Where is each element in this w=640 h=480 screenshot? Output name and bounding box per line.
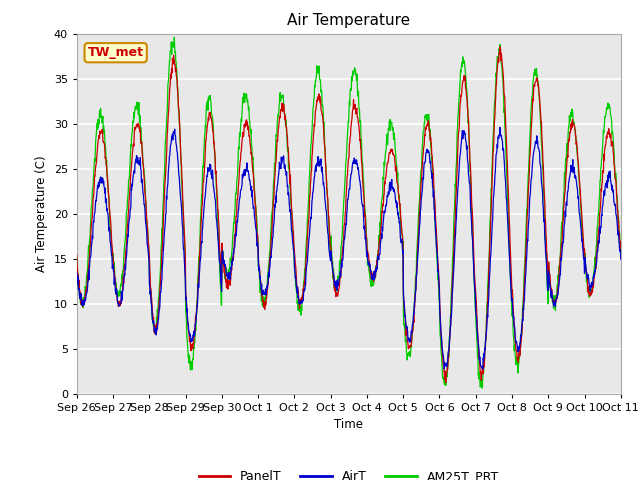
Legend: PanelT, AirT, AM25T_PRT: PanelT, AirT, AM25T_PRT [194,465,504,480]
Text: TW_met: TW_met [88,46,144,59]
Title: Air Temperature: Air Temperature [287,13,410,28]
X-axis label: Time: Time [334,418,364,431]
Y-axis label: Air Temperature (C): Air Temperature (C) [35,156,48,272]
